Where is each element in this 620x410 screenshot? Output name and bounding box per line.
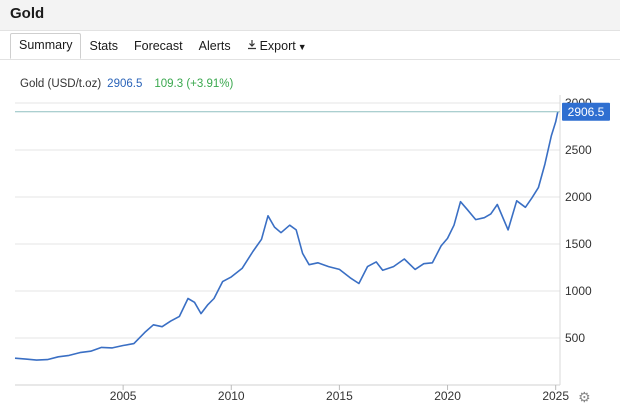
tab-bar: Summary Stats Forecast Alerts Export ▼ xyxy=(10,33,315,59)
y-tick-label: 1500 xyxy=(565,237,592,251)
tab-forecast[interactable]: Forecast xyxy=(126,35,191,59)
x-tick-label: 2025 xyxy=(542,389,569,403)
gold-price-line xyxy=(14,111,559,361)
legend-last-value: 2906.5 xyxy=(107,78,143,90)
x-tick-label: 2010 xyxy=(218,389,245,403)
y-tick-label: 2000 xyxy=(565,190,592,204)
tab-label: Summary xyxy=(19,38,73,52)
tab-divider xyxy=(0,59,620,60)
page-title: Gold xyxy=(10,5,45,22)
tab-label: Forecast xyxy=(133,39,183,53)
x-tick-label: 2015 xyxy=(326,389,353,403)
last-value-badge xyxy=(562,102,610,121)
x-tick-label: 2005 xyxy=(110,389,137,403)
tab-export[interactable]: Export ▼ xyxy=(239,35,315,59)
download-icon xyxy=(247,39,257,53)
x-tick-label: 2020 xyxy=(434,389,461,403)
last-value-badge-text: 2906.5 xyxy=(568,105,605,119)
tab-label: Export xyxy=(259,39,296,53)
y-tick-label: 1000 xyxy=(565,284,592,298)
tab-label: Alerts xyxy=(198,39,231,53)
legend-change: 109.3 (+3.91%) xyxy=(154,78,234,90)
y-tick-label: 2500 xyxy=(565,143,592,157)
title-bar: Gold xyxy=(0,0,620,31)
tab-label: Stats xyxy=(89,39,118,53)
chevron-down-icon: ▼ xyxy=(297,42,307,52)
chart-legend: Gold (USD/t.oz) 2906.5 109.3 (+3.91%) xyxy=(20,78,233,90)
y-tick-label: 500 xyxy=(565,331,585,345)
tab-stats[interactable]: Stats xyxy=(81,35,126,59)
tab-alerts[interactable]: Alerts xyxy=(191,35,239,59)
legend-series-name: Gold (USD/t.oz) xyxy=(20,78,102,90)
tab-summary[interactable]: Summary xyxy=(10,33,82,59)
gear-icon[interactable]: ⚙ xyxy=(578,389,591,405)
